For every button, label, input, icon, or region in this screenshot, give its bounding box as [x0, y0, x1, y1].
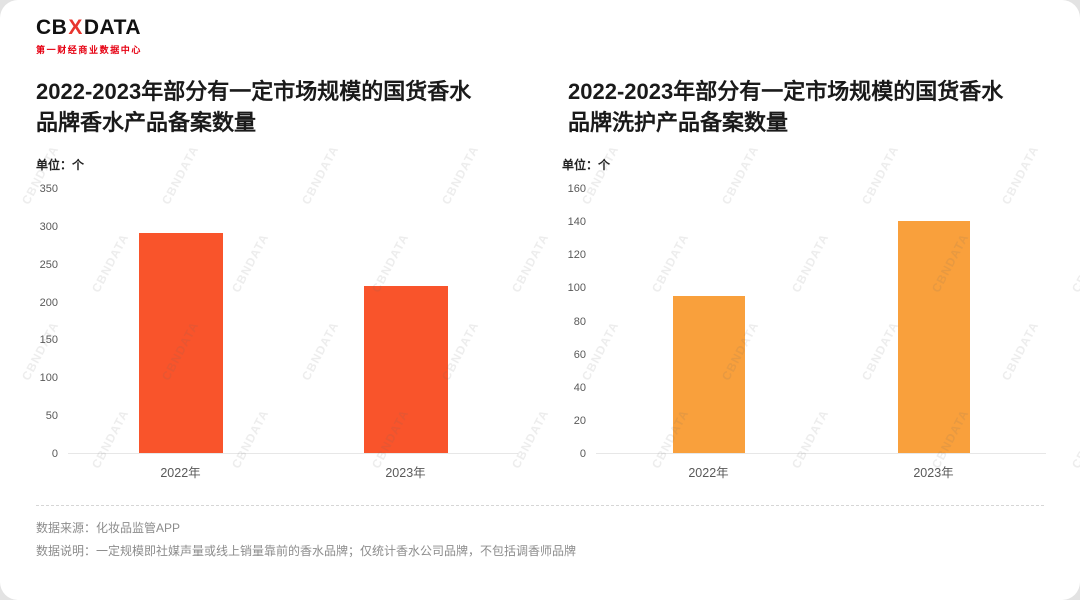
- y-axis-tick-label: 350: [39, 183, 58, 195]
- y-axis-tick-label: 300: [39, 220, 58, 233]
- chart-title-line: 品牌洗护产品备案数量: [568, 110, 789, 135]
- x-axis-category-label: 2022年: [160, 466, 201, 480]
- bar-chart-perfume-registrations: 单位：个 0 50 100 150 200 250 300 350 2022年 2023年: [0, 156, 540, 486]
- x-axis-category-label: 2022年: [688, 466, 729, 480]
- cbndata-logo: CBXDATA 第一财经商业数据中心: [36, 16, 1080, 56]
- chart-title-line: 2022-2023年部分有一定市场规模的国货香水: [568, 79, 1004, 104]
- plot-area-wrapper: 0 50 100 150 200 250 300 350 2022年 2023年: [0, 183, 540, 480]
- footer-notes: 数据来源：化妆品监管APP 数据说明：一定规模即社媒声量或线上销量靠前的香水品牌…: [36, 505, 1044, 563]
- data-source-note: 数据来源：化妆品监管APP: [36, 521, 181, 535]
- y-axis-tick-label: 160: [567, 183, 586, 195]
- y-axis: 0 20 40 60 80 100 120 140 160: [548, 183, 596, 460]
- chart-title-line: 品牌香水产品备案数量: [36, 110, 257, 135]
- logo-x-icon: X: [68, 16, 83, 39]
- header: CBXDATA 第一财经商业数据中心: [0, 0, 1080, 56]
- logo-text-right: DATA: [83, 16, 142, 39]
- unit-label: 单位：个: [562, 158, 611, 172]
- y-axis-tick-label: 60: [573, 348, 586, 361]
- left-column: 2022-2023年部分有一定市场规模的国货香水 品牌香水产品备案数量 单位：个…: [0, 76, 540, 486]
- plot-area: 2022年 2023年: [596, 189, 1046, 480]
- bar-group: 2023年: [897, 189, 970, 480]
- y-axis-tick-label: 100: [39, 372, 58, 385]
- plot-area: 2022年 2023年: [68, 189, 518, 480]
- y-axis-tick-label: 20: [573, 414, 586, 427]
- y-axis-tick-label: 100: [567, 282, 586, 295]
- chart-title-care-products: 2022-2023年部分有一定市场规模的国货香水 品牌洗护产品备案数量: [540, 76, 1080, 138]
- y-axis-tick-label: 140: [567, 216, 586, 229]
- y-axis-tick-label: 150: [39, 334, 58, 347]
- x-axis-category-label: 2023年: [913, 466, 954, 480]
- chart-title-perfume-products: 2022-2023年部分有一定市场规模的国货香水 品牌香水产品备案数量: [0, 76, 540, 138]
- right-column: 2022-2023年部分有一定市场规模的国货香水 品牌洗护产品备案数量 单位：个…: [540, 76, 1080, 486]
- bar-chart-care-registrations: 单位：个 0 20 40 60 80 100 120 140 160 2022年 2023年: [540, 156, 1080, 486]
- unit-label: 单位：个: [36, 158, 85, 172]
- y-axis-tick-label: 120: [567, 249, 586, 262]
- bar-2022年: [138, 233, 223, 453]
- y-axis-tick-label: 250: [39, 258, 58, 271]
- bar-group: 2022年: [138, 189, 223, 480]
- bar-2023年: [363, 286, 448, 453]
- y-axis: 0 50 100 150 200 250 300 350: [20, 183, 68, 460]
- bar-group: 2023年: [363, 189, 448, 480]
- bar-group: 2022年: [672, 189, 745, 480]
- y-axis-tick-label: 0: [51, 448, 58, 460]
- bar-2023年: [897, 221, 970, 453]
- logo-wordmark: CBXDATA: [36, 16, 1080, 40]
- y-axis-tick-label: 200: [39, 296, 58, 309]
- charts-grid: 2022-2023年部分有一定市场规模的国货香水 品牌香水产品备案数量 单位：个…: [0, 76, 1080, 486]
- y-axis-tick-label: 50: [45, 410, 58, 423]
- y-axis-tick-label: 40: [573, 381, 586, 394]
- bar-2022年: [672, 295, 745, 453]
- logo-subtitle: 第一财经商业数据中心: [36, 45, 143, 55]
- data-description-note: 数据说明：一定规模即社媒声量或线上销量靠前的香水品牌；仅统计香水公司品牌，不包括…: [36, 544, 577, 558]
- chart-title-line: 2022-2023年部分有一定市场规模的国货香水: [36, 79, 472, 104]
- y-axis-tick-label: 80: [573, 315, 586, 328]
- y-axis-tick-label: 0: [579, 448, 586, 460]
- logo-text-left: CB: [36, 16, 68, 39]
- x-axis-category-label: 2023年: [385, 466, 426, 480]
- plot-area-wrapper: 0 20 40 60 80 100 120 140 160 2022年 2023年: [540, 183, 1080, 480]
